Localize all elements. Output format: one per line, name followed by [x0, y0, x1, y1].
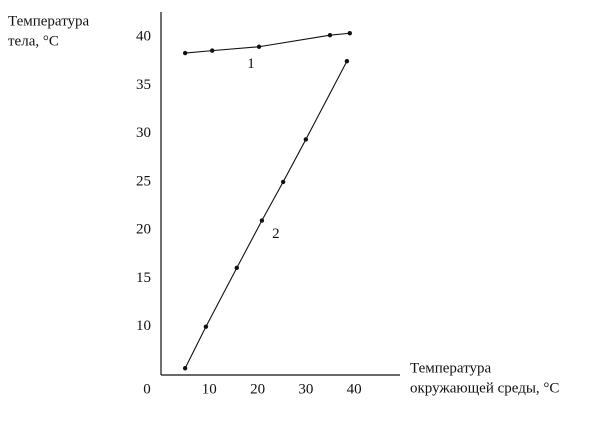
x-tick-label: 40 — [347, 381, 362, 397]
data-point — [259, 218, 265, 223]
y-tick-label: 30 — [136, 125, 151, 141]
data-point — [209, 48, 215, 53]
data-point — [182, 366, 188, 371]
series-label: 2 — [272, 226, 280, 242]
series-label: 1 — [247, 56, 255, 72]
x-tick-label: 30 — [298, 381, 313, 397]
data-point — [327, 32, 333, 38]
data-point — [203, 324, 209, 329]
x-axis-title: Температура — [410, 360, 492, 376]
series-line — [185, 32, 350, 54]
data-point — [303, 137, 309, 142]
y-tick-label: 15 — [136, 270, 151, 286]
x-axis-title: окружающей среды, °C — [410, 380, 559, 396]
x-tick-label: 0 — [143, 381, 151, 397]
y-tick-label: 40 — [136, 29, 151, 45]
data-point — [347, 31, 352, 36]
data-point — [256, 44, 262, 49]
data-point — [344, 59, 350, 64]
y-tick-label: 35 — [136, 77, 151, 93]
y-tick-label: 10 — [136, 318, 151, 334]
y-tick-label: 20 — [136, 222, 151, 238]
data-point — [280, 179, 286, 185]
x-tick-label: 10 — [202, 381, 217, 397]
y-axis-title: Температура — [8, 13, 90, 29]
series-line — [184, 60, 348, 369]
data-point — [182, 50, 188, 56]
y-axis-title: тела, °C — [8, 33, 59, 49]
x-tick-label: 20 — [250, 381, 265, 397]
y-tick-label: 25 — [136, 173, 151, 189]
data-point — [234, 265, 240, 271]
